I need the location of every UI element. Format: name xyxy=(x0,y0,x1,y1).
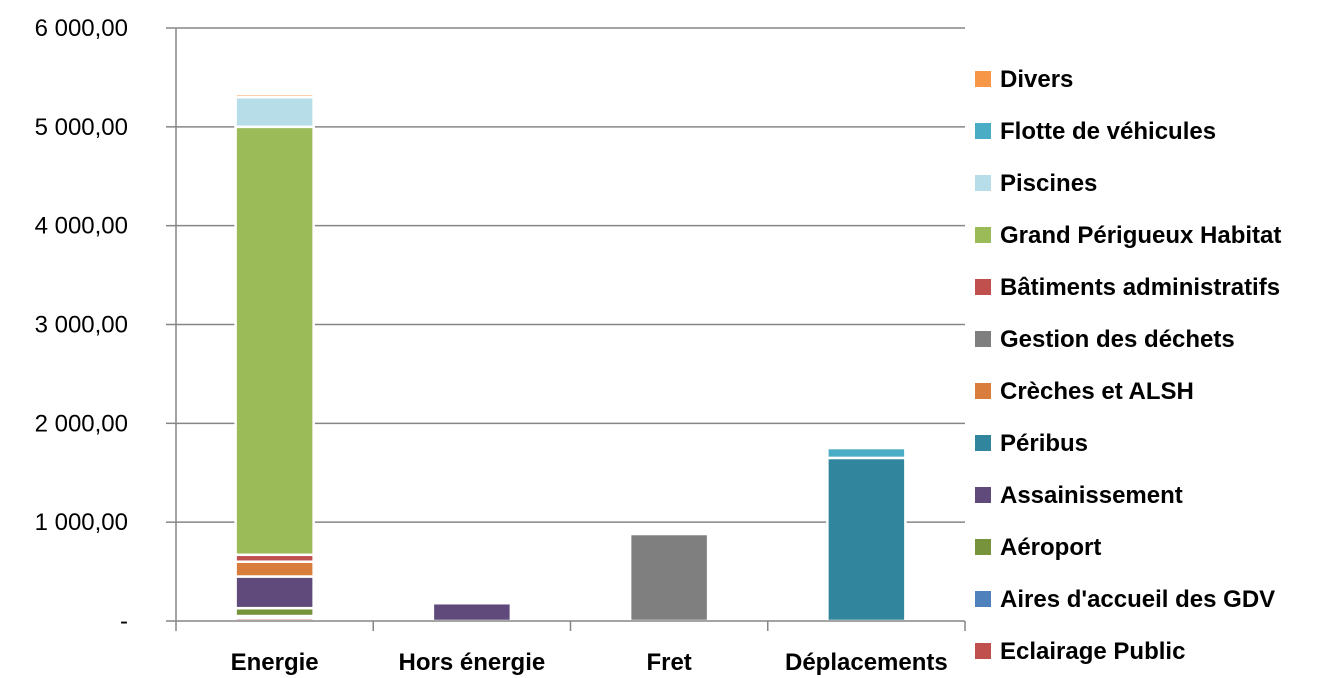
bar-segment xyxy=(234,125,315,557)
legend-swatch xyxy=(975,487,991,503)
legend-label: Grand Périgueux Habitat xyxy=(1000,222,1281,249)
y-tick-label: 5 000,00 xyxy=(35,114,128,141)
bar-segment xyxy=(628,532,710,623)
y-tick-label: 1 000,00 xyxy=(35,509,128,536)
legend-label: Aires d'accueil des GDV xyxy=(1000,586,1275,613)
legend-label: Péribus xyxy=(1000,430,1088,457)
bar-segment xyxy=(826,456,907,623)
legend-swatch xyxy=(975,175,991,191)
y-tick-label: 2 000,00 xyxy=(35,410,128,437)
legend-swatch xyxy=(975,71,991,87)
legend-swatch xyxy=(975,279,991,295)
legend-swatch xyxy=(975,591,991,607)
legend-swatch xyxy=(975,331,991,347)
x-category-label: Energie xyxy=(231,649,319,676)
y-tick-label: - xyxy=(120,608,128,635)
axes xyxy=(166,27,966,631)
bars xyxy=(234,92,907,623)
y-tick-label: 4 000,00 xyxy=(35,213,128,240)
legend-swatch xyxy=(975,539,991,555)
legend-label: Eclairage Public xyxy=(1000,638,1185,665)
legend-swatch xyxy=(975,435,991,451)
legend-swatch xyxy=(975,383,991,399)
legend-label: Bâtiments administratifs xyxy=(1000,274,1280,301)
legend-swatch xyxy=(975,123,991,139)
bar-segment xyxy=(234,92,315,99)
y-tick-label: 3 000,00 xyxy=(35,312,128,339)
legend-label: Crèches et ALSH xyxy=(1000,378,1194,405)
x-category-label: Hors énergie xyxy=(399,649,546,676)
legend: Divers Flotte de véhicules Piscines Grand P… xyxy=(975,66,1281,665)
bar-segment xyxy=(234,95,315,129)
legend-label: Assainissement xyxy=(1000,482,1183,509)
bar-segment xyxy=(234,560,315,578)
legend-label: Flotte de véhicules xyxy=(1000,118,1216,145)
legend-swatch xyxy=(975,227,991,243)
legend-label: Piscines xyxy=(1000,170,1097,197)
x-category-label: Déplacements xyxy=(785,649,948,676)
legend-label: Aéroport xyxy=(1000,534,1101,561)
bar-segment xyxy=(826,446,907,460)
bar-segment xyxy=(431,601,513,623)
legend-label: Divers xyxy=(1000,66,1073,93)
bar-segment xyxy=(234,575,315,610)
y-tick-label: 6 000,00 xyxy=(35,15,128,42)
x-category-label: Fret xyxy=(646,649,691,676)
x-category-labels: Energie Hors énergie Fret Déplacements xyxy=(231,649,948,676)
y-tick-labels: - 1 000,00 2 000,00 3 000,00 4 000,00 5 000,0… xyxy=(35,15,128,635)
legend-swatch xyxy=(975,643,991,659)
legend-label: Gestion des déchets xyxy=(1000,326,1235,353)
